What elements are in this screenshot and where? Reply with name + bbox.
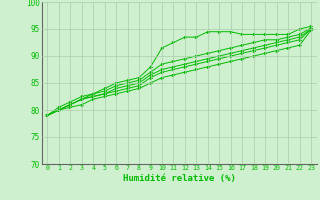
X-axis label: Humidité relative (%): Humidité relative (%) xyxy=(123,174,236,183)
